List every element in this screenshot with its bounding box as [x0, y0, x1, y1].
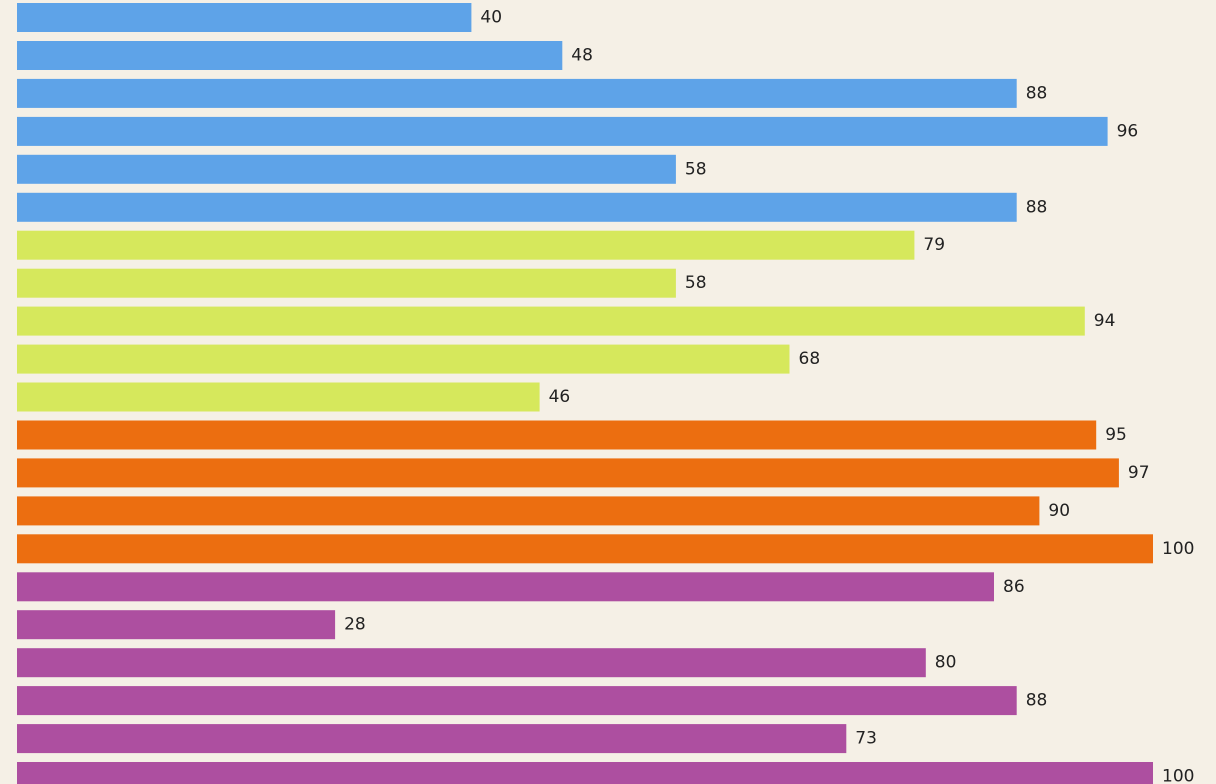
bar: [17, 534, 1153, 564]
bar: [17, 154, 676, 184]
bar: [17, 572, 994, 602]
bar: [17, 192, 1017, 222]
bar: [17, 344, 790, 374]
bar: [17, 230, 915, 260]
bar-value-label: 40: [480, 8, 502, 28]
bar: [17, 78, 1017, 108]
bar-value-label: 88: [1026, 197, 1048, 217]
bar: [17, 686, 1017, 716]
bar-value-label: 73: [855, 729, 877, 749]
bar-value-label: 100: [1162, 539, 1194, 559]
bar: [17, 648, 926, 678]
bar: [17, 306, 1085, 336]
bar: [17, 458, 1119, 488]
bar: [17, 116, 1108, 146]
bar-value-label: 96: [1117, 121, 1139, 141]
bar-value-label: 100: [1162, 767, 1194, 784]
bar-value-label: 46: [549, 387, 571, 407]
bar: [17, 420, 1097, 450]
bar-value-label: 68: [799, 349, 821, 369]
bar-value-label: 95: [1105, 425, 1127, 445]
bar-value-label: 86: [1003, 577, 1025, 597]
bar-value-label: 79: [923, 235, 945, 255]
bar: [17, 41, 563, 70]
bar-value-label: 58: [685, 159, 707, 179]
bar-value-label: 97: [1128, 463, 1150, 483]
bar-value-label: 48: [571, 46, 593, 66]
bar: [17, 268, 676, 298]
bar-value-label: 28: [344, 615, 366, 635]
bar-value-label: 58: [685, 273, 707, 293]
bar: [17, 496, 1040, 526]
bar: [17, 3, 472, 32]
bar: [17, 724, 847, 754]
bar-value-label: 94: [1094, 311, 1116, 331]
bar-value-label: 80: [935, 653, 957, 673]
bar: [17, 382, 540, 412]
bar: [17, 762, 1153, 784]
bar-value-label: 88: [1026, 83, 1048, 103]
bar: [17, 610, 336, 640]
bar-value-label: 88: [1026, 691, 1048, 711]
bar-value-label: 90: [1048, 501, 1070, 521]
bars-layer: [17, 3, 1153, 784]
